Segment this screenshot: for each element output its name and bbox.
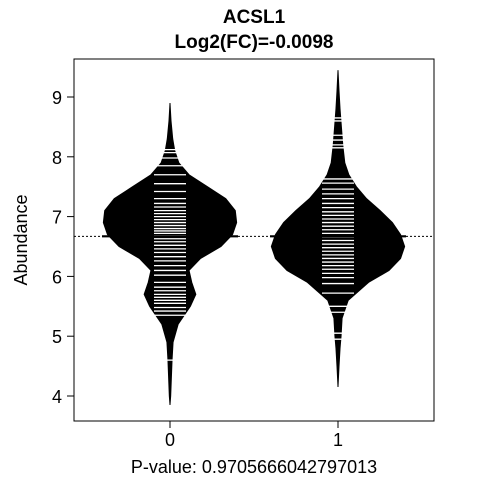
x-axis-label: P-value: 0.9705666042797013 bbox=[131, 457, 377, 477]
x-tick-label-1: 1 bbox=[333, 430, 343, 450]
plot-frame bbox=[73, 58, 435, 422]
chart-title: ACSL1 bbox=[223, 7, 286, 28]
bean-shape-0 bbox=[102, 102, 238, 406]
bean-layer bbox=[102, 70, 406, 406]
y-tick-label-4: 8 bbox=[52, 148, 62, 168]
y-tick-label-3: 7 bbox=[52, 208, 62, 228]
y-tick-label-2: 6 bbox=[52, 267, 62, 287]
y-tick-label-0: 4 bbox=[52, 387, 62, 407]
y-tick-label-5: 9 bbox=[52, 88, 62, 108]
y-tick-label-1: 5 bbox=[52, 327, 62, 347]
observation-layer bbox=[154, 117, 354, 361]
y-axis: 4 5 6 7 8 9 bbox=[52, 88, 74, 407]
y-axis-label: Abundance bbox=[11, 194, 31, 285]
bean-shape-1 bbox=[270, 70, 406, 388]
x-tick-label-0: 0 bbox=[165, 430, 175, 450]
chart-subtitle: Log2(FC)=-0.0098 bbox=[175, 32, 334, 53]
